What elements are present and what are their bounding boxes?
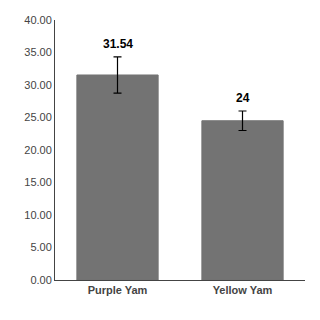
- svg-text:35.00: 35.00: [24, 46, 52, 58]
- svg-text:25.00: 25.00: [24, 111, 52, 123]
- svg-text:0.00: 0.00: [30, 274, 51, 286]
- svg-text:5.00: 5.00: [30, 241, 51, 253]
- svg-text:40.00: 40.00: [24, 14, 52, 26]
- svg-text:20.00: 20.00: [24, 144, 52, 156]
- svg-text:Yellow Yam: Yellow Yam: [213, 284, 273, 296]
- svg-text:10.00: 10.00: [24, 209, 52, 221]
- svg-text:Purple Yam: Purple Yam: [88, 284, 148, 296]
- svg-text:15.00: 15.00: [24, 176, 52, 188]
- svg-text:30.00: 30.00: [24, 79, 52, 91]
- svg-text:31.54: 31.54: [103, 37, 133, 51]
- svg-text:24: 24: [236, 91, 250, 105]
